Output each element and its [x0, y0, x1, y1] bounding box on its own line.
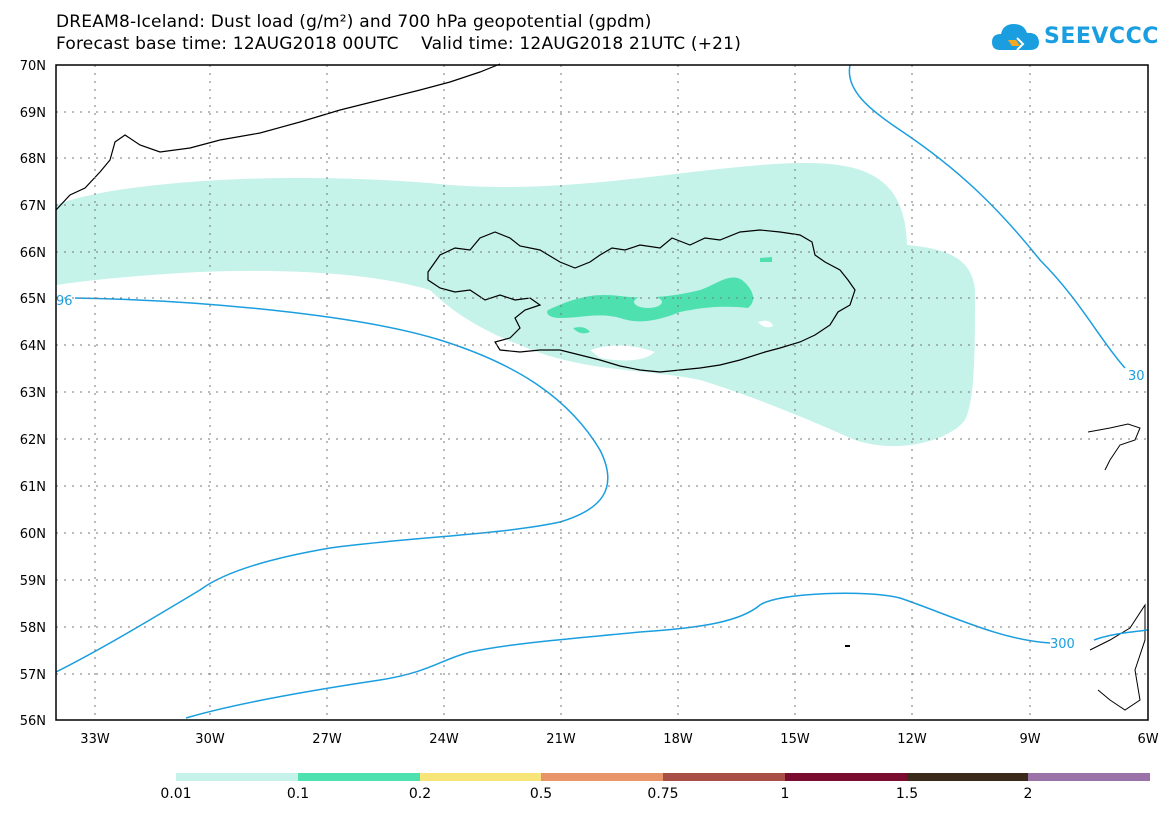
colorbar-label: 2 — [1023, 786, 1033, 802]
map-frame — [55, 64, 1149, 721]
grid-lines — [56, 65, 1148, 720]
lat-label: 60N — [20, 527, 46, 542]
map-title-line-2: Forecast base time: 12AUG2018 00UTC Vali… — [56, 34, 742, 54]
greenland-coastline — [55, 63, 501, 211]
lat-label: 69N — [20, 106, 46, 121]
lat-label: 68N — [20, 152, 46, 167]
colorbar-label: 0.01 — [160, 786, 192, 802]
iceland-coastline — [427, 229, 856, 373]
contour-label-96: 96 — [56, 294, 73, 309]
lat-label: 57N — [20, 668, 46, 683]
contour-label-300: 300 — [1050, 637, 1075, 652]
lat-label: 65N — [20, 292, 46, 307]
lon-label: 12W — [897, 732, 927, 747]
lat-label: 59N — [20, 574, 46, 589]
lon-label: 24W — [429, 732, 459, 747]
lat-label: 70N — [20, 59, 46, 74]
lat-label: 63N — [20, 386, 46, 401]
colorbar-label: 0.1 — [286, 786, 310, 802]
lat-label: 58N — [20, 621, 46, 636]
colorbar-label: 1 — [780, 786, 790, 802]
colorbar-label: 0.75 — [647, 786, 679, 802]
contour-label-30: 30 — [1128, 369, 1145, 384]
logo-text: SEEVCCC — [1044, 24, 1159, 49]
lon-label: 9W — [1019, 732, 1040, 747]
dust-area-low — [56, 162, 975, 447]
lat-label: 56N — [20, 714, 46, 729]
longitude-labels: 33W 30W 27W 24W 21W 18W 15W 12W 9W 6W — [80, 732, 1158, 747]
lon-label: 21W — [546, 732, 576, 747]
lon-label: 18W — [663, 732, 693, 747]
lon-label: 27W — [312, 732, 342, 747]
map-title-line-1: DREAM8-Iceland: Dust load (g/m²) and 700… — [56, 12, 652, 32]
lat-label: 62N — [20, 433, 46, 448]
lon-label: 30W — [195, 732, 225, 747]
lat-label: 64N — [20, 339, 46, 354]
latitude-labels: 70N 69N 68N 67N 66N 65N 64N 63N 62N 61N … — [20, 59, 46, 729]
lat-label: 66N — [20, 246, 46, 261]
geopotential-contours — [55, 64, 1149, 719]
lon-label: 15W — [780, 732, 810, 747]
colorbar — [176, 773, 1150, 781]
lat-label: 67N — [20, 199, 46, 214]
colorbar-label: 0.2 — [408, 786, 432, 802]
seevccc-logo: SEEVCCC — [990, 18, 1158, 58]
lat-label: 61N — [20, 480, 46, 495]
colorbar-label: 1.5 — [895, 786, 919, 802]
cloud-icon — [992, 24, 1039, 51]
colorbar-label: 0.5 — [529, 786, 553, 802]
lon-label: 6W — [1137, 732, 1158, 747]
lon-label: 33W — [80, 732, 110, 747]
